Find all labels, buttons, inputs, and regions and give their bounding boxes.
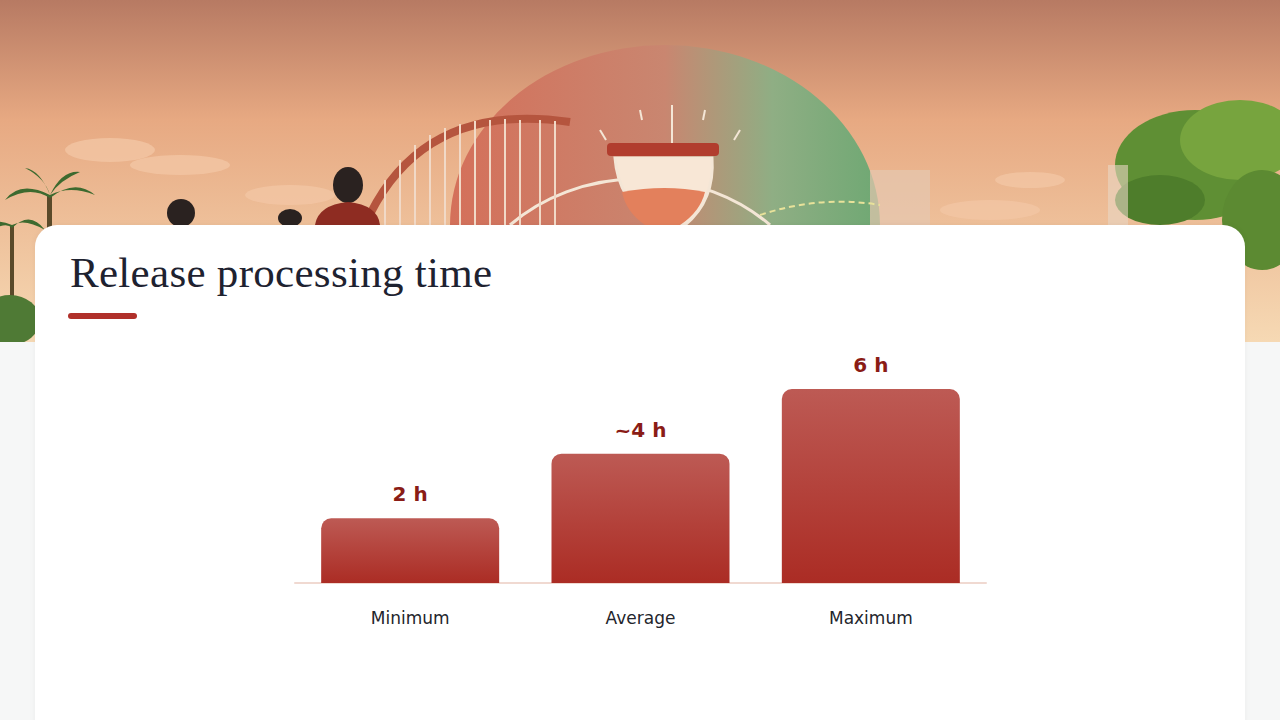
svg-text:6 h: 6 h [853, 353, 888, 377]
svg-text:Maximum: Maximum [829, 608, 913, 628]
svg-text:~4 h: ~4 h [615, 418, 667, 442]
html-text:Release processing time: Release processing time [70, 249, 493, 296]
svg-text:2 h: 2 h [393, 482, 428, 506]
svg-text:Average: Average [606, 608, 676, 628]
svg-text:Minimum: Minimum [371, 608, 450, 628]
